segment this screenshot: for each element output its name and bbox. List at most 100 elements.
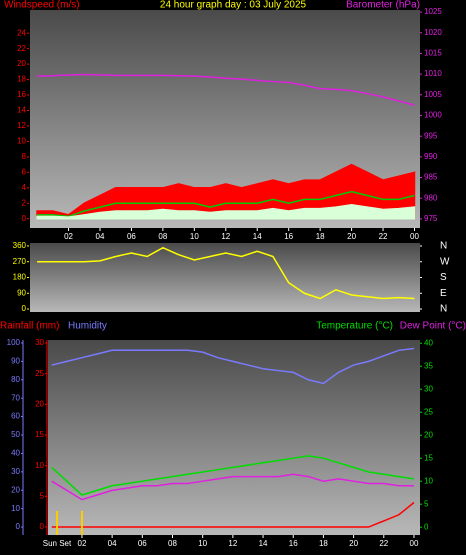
y-tick-label: N	[440, 304, 447, 315]
series-line	[51, 501, 415, 528]
series-line	[37, 190, 415, 218]
x-tick-label: 08	[158, 232, 167, 241]
x-tick-label: 04	[108, 539, 117, 548]
series-line	[37, 246, 415, 300]
x-tick-label: 18	[319, 539, 328, 548]
y2-axis-title: Barometer (hPa)	[346, 0, 420, 11]
y-tick-label: 18	[17, 75, 26, 84]
y-tick-label: 80	[11, 375, 20, 384]
y-tick-label: 50	[11, 430, 20, 439]
y-tick-label: 1000	[424, 111, 442, 120]
y-tick-label: 2	[22, 198, 27, 207]
annotation: Sun Set	[43, 539, 72, 548]
x-tick-label: 12	[221, 232, 230, 241]
y-tick-label: 995	[424, 131, 438, 140]
y-tick-label: 0	[22, 304, 27, 313]
y-tick-label: 1010	[424, 69, 442, 78]
y-tick-label: 990	[424, 152, 438, 161]
y-tick-label: 25	[424, 407, 433, 416]
x-tick-label: 20	[347, 232, 356, 241]
x-tick-label: 12	[228, 539, 237, 548]
y-tick-label: 20	[35, 399, 44, 408]
y-tick-label: 5	[424, 499, 429, 508]
y-tick-label: 270	[13, 257, 27, 266]
x-tick-label: 08	[168, 539, 177, 548]
y-tick-label: 90	[17, 288, 26, 297]
series-line	[51, 473, 414, 501]
x-tick-label: 10	[198, 539, 207, 548]
legend-label: Humidity	[68, 321, 107, 332]
y-tick-label: 16	[17, 90, 26, 99]
y-tick-label: 22	[17, 44, 26, 53]
y-tick-label: 975	[424, 214, 438, 223]
y-tick-label: 6	[22, 167, 27, 176]
y-tick-label: 5	[40, 491, 45, 500]
x-tick-label: 06	[138, 539, 147, 548]
y-tick-label: W	[440, 256, 450, 267]
y-tick-label: 1015	[424, 49, 442, 58]
y-tick-label: 30	[35, 338, 44, 347]
y-tick-label: 985	[424, 173, 438, 182]
x-tick-label: 14	[253, 232, 262, 241]
y-tick-label: 980	[424, 193, 438, 202]
y-tick-label: 12	[17, 121, 26, 130]
y-tick-label: E	[440, 288, 447, 299]
chart-title: 24 hour graph day : 03 July 2025	[160, 0, 307, 11]
y-tick-label: 15	[424, 453, 433, 462]
x-tick-label: 14	[259, 539, 268, 548]
sun-marker	[56, 511, 59, 535]
y-tick-label: 100	[7, 338, 21, 347]
y-tick-label: 4	[22, 183, 27, 192]
x-tick-label: 06	[127, 232, 136, 241]
x-tick-label: 16	[289, 539, 298, 548]
y-tick-label: S	[440, 272, 447, 283]
y-tick-label: 20	[424, 430, 433, 439]
plot-area	[48, 340, 420, 535]
y-tick-label: 15	[35, 430, 44, 439]
y-tick-label: 30	[424, 384, 433, 393]
y-tick-label: 20	[11, 485, 20, 494]
y-tick-label: 25	[35, 369, 44, 378]
y-tick-label: 0	[40, 522, 45, 531]
y-tick-label: 1005	[424, 90, 442, 99]
x-tick-label: 02	[78, 539, 87, 548]
x-tick-label: 02	[64, 232, 73, 241]
x-tick-label: 04	[96, 232, 105, 241]
series-line	[37, 73, 415, 106]
y-tick-label: 1025	[424, 7, 442, 16]
x-tick-label: 22	[379, 232, 388, 241]
y-tick-label: N	[440, 241, 447, 252]
y-tick-label: 35	[424, 361, 433, 370]
series-area	[36, 204, 416, 220]
sun-marker	[80, 511, 83, 535]
y-tick-label: 60	[11, 412, 20, 421]
y-tick-label: 40	[424, 338, 433, 347]
legend-label: Temperature (°C)	[316, 321, 393, 332]
y-tick-label: 10	[35, 461, 44, 470]
x-tick-label: 16	[284, 232, 293, 241]
legend-label: Rainfall (mm)	[0, 321, 59, 332]
y-tick-label: 8	[22, 152, 27, 161]
y-tick-label: 180	[13, 273, 27, 282]
y-tick-label: 0	[424, 522, 429, 531]
x-tick-label: 10	[190, 232, 199, 241]
y-tick-label: 14	[17, 106, 26, 115]
y-tick-label: 20	[17, 59, 26, 68]
y-tick-label: 360	[13, 241, 27, 250]
plot-area	[30, 243, 420, 312]
x-tick-label: 22	[379, 539, 388, 548]
y-tick-label: 40	[11, 449, 20, 458]
x-tick-label: 00	[410, 539, 419, 548]
series-line	[51, 455, 415, 496]
x-tick-label: 18	[316, 232, 325, 241]
x-tick-label: 20	[349, 539, 358, 548]
y-tick-label: 1020	[424, 28, 442, 37]
y-tick-label: 10	[11, 504, 20, 513]
y-axis-title: Windspeed (m/s)	[4, 0, 80, 11]
y-tick-label: 24	[17, 28, 26, 37]
y-tick-label: 70	[11, 393, 20, 402]
y-tick-label: 0	[22, 214, 27, 223]
y-tick-label: 10	[17, 137, 26, 146]
y-tick-label: 90	[11, 356, 20, 365]
